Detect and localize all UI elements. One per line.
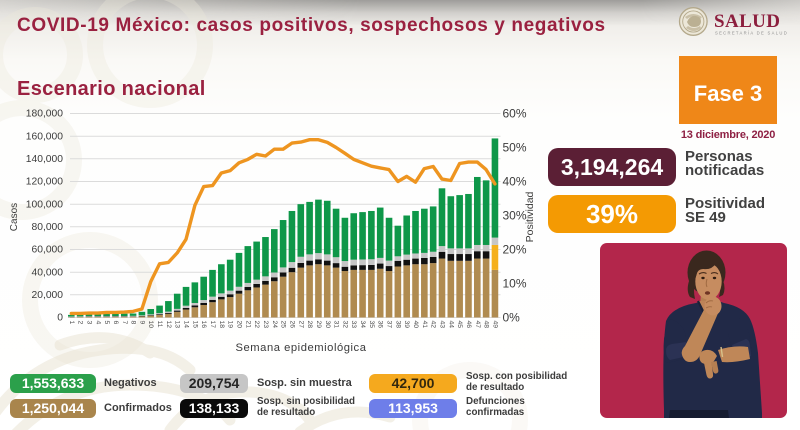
- svg-text:120,000: 120,000: [26, 177, 63, 188]
- svg-text:8: 8: [130, 321, 137, 325]
- svg-text:50%: 50%: [503, 141, 527, 155]
- svg-text:14: 14: [183, 321, 190, 329]
- svg-text:7: 7: [121, 321, 128, 325]
- svg-text:18: 18: [218, 321, 225, 329]
- svg-text:4: 4: [94, 321, 101, 325]
- svg-text:180,000: 180,000: [26, 109, 63, 120]
- svg-text:20: 20: [236, 321, 243, 329]
- svg-text:Semana epidemiológica: Semana epidemiológica: [236, 342, 367, 354]
- svg-text:16: 16: [200, 321, 207, 329]
- svg-text:45: 45: [456, 321, 463, 329]
- svg-text:40: 40: [412, 321, 419, 329]
- svg-text:20%: 20%: [503, 243, 527, 257]
- svg-text:10: 10: [147, 321, 154, 329]
- svg-text:43: 43: [439, 321, 446, 329]
- svg-text:80,000: 80,000: [32, 222, 64, 233]
- svg-text:60%: 60%: [503, 107, 527, 121]
- svg-text:38: 38: [394, 321, 401, 329]
- svg-text:46: 46: [465, 321, 472, 329]
- svg-text:35: 35: [368, 321, 375, 329]
- svg-text:23: 23: [262, 321, 269, 329]
- svg-text:15: 15: [191, 321, 198, 329]
- svg-text:3: 3: [86, 321, 93, 325]
- svg-text:32: 32: [341, 321, 348, 329]
- svg-text:36: 36: [377, 321, 384, 329]
- svg-text:49: 49: [491, 321, 498, 329]
- svg-text:47: 47: [474, 321, 481, 329]
- svg-text:6: 6: [112, 321, 119, 325]
- svg-text:29: 29: [315, 321, 322, 329]
- svg-text:100,000: 100,000: [26, 199, 63, 210]
- svg-text:19: 19: [227, 321, 234, 329]
- svg-text:20,000: 20,000: [32, 290, 64, 301]
- svg-text:40%: 40%: [503, 175, 527, 189]
- svg-text:13: 13: [174, 321, 181, 329]
- svg-text:42: 42: [430, 321, 437, 329]
- svg-text:Positividad: Positividad: [524, 191, 536, 242]
- svg-text:11: 11: [156, 321, 163, 328]
- svg-text:26: 26: [288, 321, 295, 329]
- svg-text:10%: 10%: [503, 277, 527, 291]
- svg-text:2: 2: [77, 321, 84, 325]
- svg-text:40,000: 40,000: [32, 267, 64, 278]
- svg-text:SALUD: SALUD: [714, 11, 780, 32]
- svg-text:33: 33: [350, 321, 357, 329]
- svg-text:5: 5: [103, 321, 110, 325]
- svg-text:140,000: 140,000: [26, 154, 63, 165]
- svg-text:Casos: Casos: [9, 203, 20, 231]
- svg-text:39: 39: [403, 321, 410, 329]
- svg-text:24: 24: [271, 321, 278, 329]
- svg-text:28: 28: [306, 321, 313, 329]
- svg-text:48: 48: [483, 321, 490, 329]
- svg-text:30: 30: [324, 321, 331, 329]
- svg-text:1: 1: [68, 321, 75, 325]
- svg-text:0: 0: [57, 313, 63, 324]
- svg-text:60,000: 60,000: [32, 245, 64, 256]
- svg-text:27: 27: [297, 321, 304, 329]
- svg-text:34: 34: [359, 321, 366, 329]
- svg-text:12: 12: [165, 321, 172, 329]
- svg-text:SECRETARÍA DE SALUD: SECRETARÍA DE SALUD: [715, 31, 788, 36]
- svg-text:9: 9: [138, 321, 145, 325]
- svg-text:21: 21: [244, 321, 251, 329]
- svg-text:0%: 0%: [503, 311, 521, 325]
- svg-text:31: 31: [333, 321, 340, 329]
- svg-text:44: 44: [447, 321, 454, 329]
- svg-text:37: 37: [386, 321, 393, 329]
- svg-text:30%: 30%: [503, 209, 527, 223]
- svg-text:41: 41: [421, 321, 428, 329]
- svg-text:22: 22: [253, 321, 260, 329]
- svg-text:17: 17: [209, 321, 216, 329]
- svg-text:25: 25: [280, 321, 287, 329]
- svg-text:160,000: 160,000: [26, 131, 63, 142]
